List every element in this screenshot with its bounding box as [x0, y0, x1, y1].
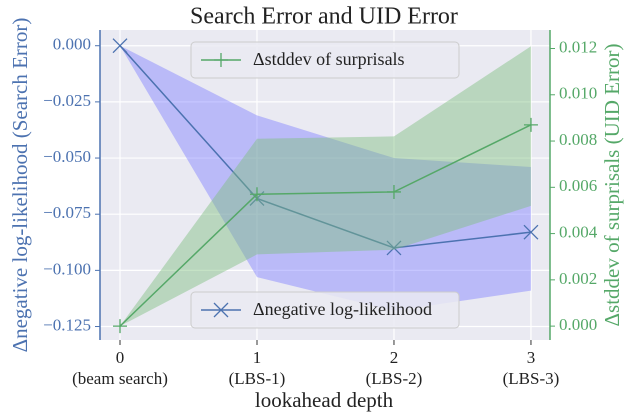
y-tick-label: −0.025 — [43, 91, 91, 110]
legend-box — [190, 41, 460, 79]
y-tick-label: −0.100 — [43, 259, 91, 278]
y2-tick-label: 0.006 — [559, 176, 597, 195]
chart-title: Search Error and UID Error — [190, 4, 458, 30]
y-tick-label: −0.075 — [43, 203, 91, 222]
line — [119, 124, 532, 327]
legend-label: Δnegative log-likelihood — [253, 299, 432, 319]
y2-tick-label: 0.002 — [559, 269, 597, 288]
y2-tick-label: 0.010 — [559, 84, 597, 103]
y2-tick-label: 0.004 — [559, 222, 598, 241]
x-tick-label: 2 — [390, 348, 399, 367]
legend-marker — [214, 53, 228, 67]
x-tick-sublabel: (LBS-2) — [366, 369, 423, 388]
y2-tick-label: 0.012 — [559, 37, 597, 56]
x-tick-sublabel: (LBS-1) — [229, 369, 286, 388]
x-tick-label: 1 — [253, 348, 262, 367]
legend: Δnegative log-likelihood — [190, 291, 460, 329]
legend: Δstddev of surprisals — [190, 41, 460, 79]
marker — [386, 184, 401, 199]
legend-marker — [213, 302, 229, 318]
marker — [112, 38, 128, 54]
x-tick-label: 0 — [116, 348, 125, 367]
legend-box — [190, 291, 460, 329]
marker — [249, 187, 264, 202]
x-tick-sublabel: (beam search) — [72, 369, 168, 388]
x-axis-label: lookahead depth — [255, 388, 394, 412]
marker — [386, 240, 402, 256]
y-tick-label: −0.050 — [43, 147, 91, 166]
marker — [113, 319, 127, 334]
y2-axis-label: Δstddev of surprisals (UID Error) — [600, 44, 624, 327]
y-axis-label: Δnegative log-likelihood (Search Error) — [8, 18, 32, 353]
y-tick-label: −0.125 — [43, 315, 91, 334]
y2-tick-label: 0.008 — [559, 130, 597, 149]
marker — [523, 117, 538, 132]
legend-label: Δstddev of surprisals — [253, 49, 405, 69]
marker — [523, 224, 539, 240]
x-tick-label: 3 — [527, 348, 536, 367]
line — [119, 45, 532, 249]
y2-tick-label: 0.000 — [559, 315, 597, 334]
y-tick-label: 0.000 — [53, 35, 91, 54]
confidence-band — [120, 46, 531, 327]
plot-background — [100, 30, 550, 340]
x-tick-sublabel: (LBS-3) — [503, 369, 560, 388]
